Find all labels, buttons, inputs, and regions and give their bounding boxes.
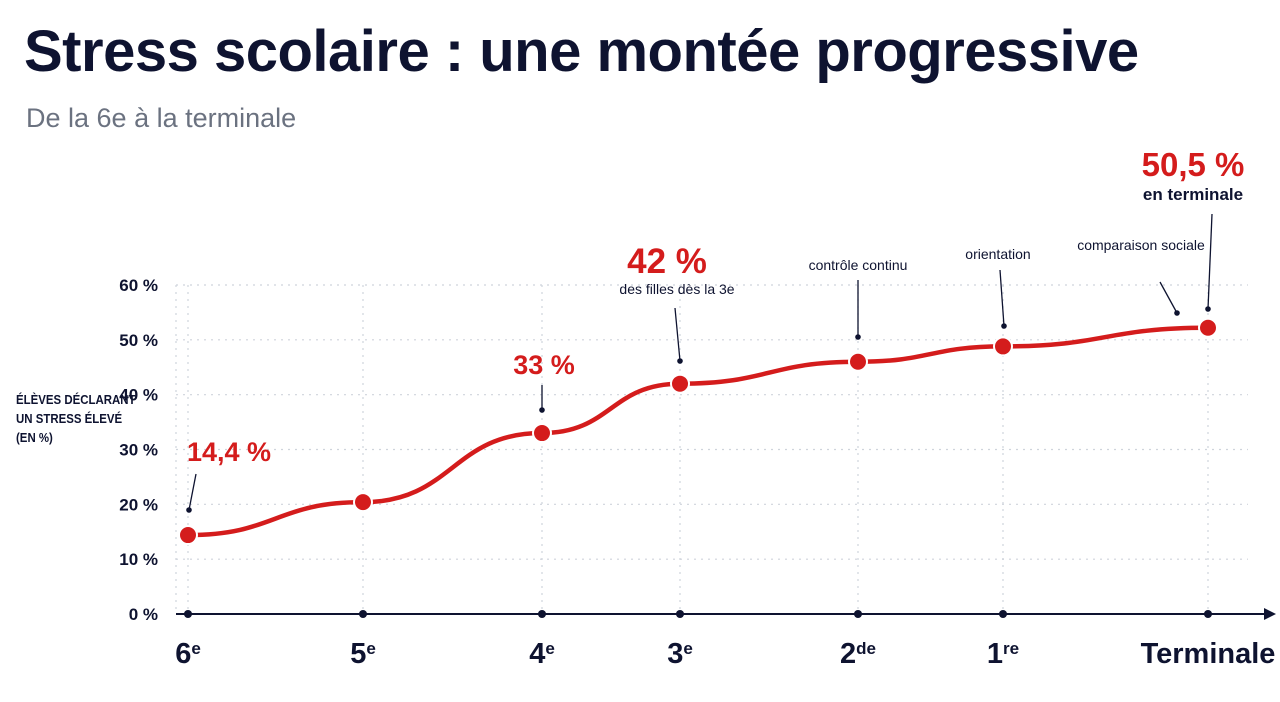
annotation-dot (1174, 310, 1180, 316)
data-point (532, 423, 552, 444)
y-axis-label: ÉLÈVES DÉCLARANT UN STRESS ÉLEVÉ (EN %) (16, 392, 136, 445)
series-line (187, 325, 1209, 538)
x-tick-dot (999, 610, 1007, 618)
annotation-dot (1001, 323, 1007, 329)
data-point (178, 525, 198, 546)
data-point (670, 373, 690, 394)
annotation-value: 50,5 % (1142, 146, 1245, 183)
x-tick-label: 6e (175, 638, 201, 670)
x-tick-label: 4e (529, 638, 555, 670)
annotation-dot (539, 407, 545, 413)
annotation-dot (1205, 306, 1211, 312)
x-tick-label: 3e (667, 638, 693, 670)
data-point (1198, 317, 1218, 338)
annotation-connector (674, 307, 681, 362)
annotation-note: comparaison sociale (1077, 237, 1205, 253)
data-point (848, 351, 868, 372)
x-tick-dot (1204, 610, 1212, 618)
annotation-connector (1207, 213, 1213, 310)
annotation-dot (677, 358, 683, 364)
annotation-value: 42 % (627, 242, 707, 281)
annotation-connector (999, 269, 1005, 327)
x-tick-label: 5e (350, 638, 376, 670)
x-axis-arrow-icon (1264, 608, 1276, 620)
x-tick-dot (359, 610, 367, 618)
y-tick-label: 0 % (129, 605, 158, 624)
x-tick-dot (676, 610, 684, 618)
y-tick-label: 30 % (119, 441, 158, 460)
data-point (353, 492, 373, 513)
annotation-note: orientation (965, 246, 1030, 262)
x-tick-dot (184, 610, 192, 618)
x-tick-label: Terminale (1141, 638, 1276, 670)
x-tick-dot (854, 610, 862, 618)
y-tick-label: 40 % (119, 386, 158, 405)
y-tick-label: 50 % (119, 331, 158, 350)
annotation-dot (855, 334, 861, 340)
chart-title: Stress scolaire : une montée progressive (24, 19, 1139, 84)
data-point (993, 336, 1013, 357)
chart-subtitle: De la 6e à la terminale (26, 103, 297, 133)
x-tick-label: 2de (840, 638, 876, 670)
y-tick-label: 60 % (119, 276, 158, 295)
annotation-connector (188, 473, 197, 511)
annotation-dot (186, 507, 192, 513)
x-tick-label: 1re (987, 638, 1019, 670)
y-tick-label: 10 % (119, 550, 158, 569)
annotation-value: 33 % (513, 350, 575, 380)
annotation-value: 14,4 % (187, 437, 271, 467)
annotation-note: des filles dès la 3e (619, 281, 734, 297)
x-tick-dot (538, 610, 546, 618)
y-tick-label: 20 % (119, 495, 158, 514)
annotation-note: contrôle continu (809, 257, 908, 273)
annotation-note: en terminale (1143, 185, 1243, 204)
annotation-connector (1159, 281, 1178, 314)
